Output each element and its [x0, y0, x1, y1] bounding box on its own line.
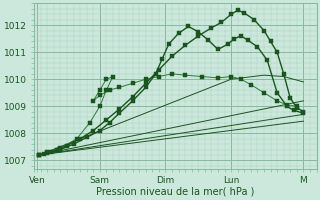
- X-axis label: Pression niveau de la mer( hPa ): Pression niveau de la mer( hPa ): [96, 187, 254, 197]
